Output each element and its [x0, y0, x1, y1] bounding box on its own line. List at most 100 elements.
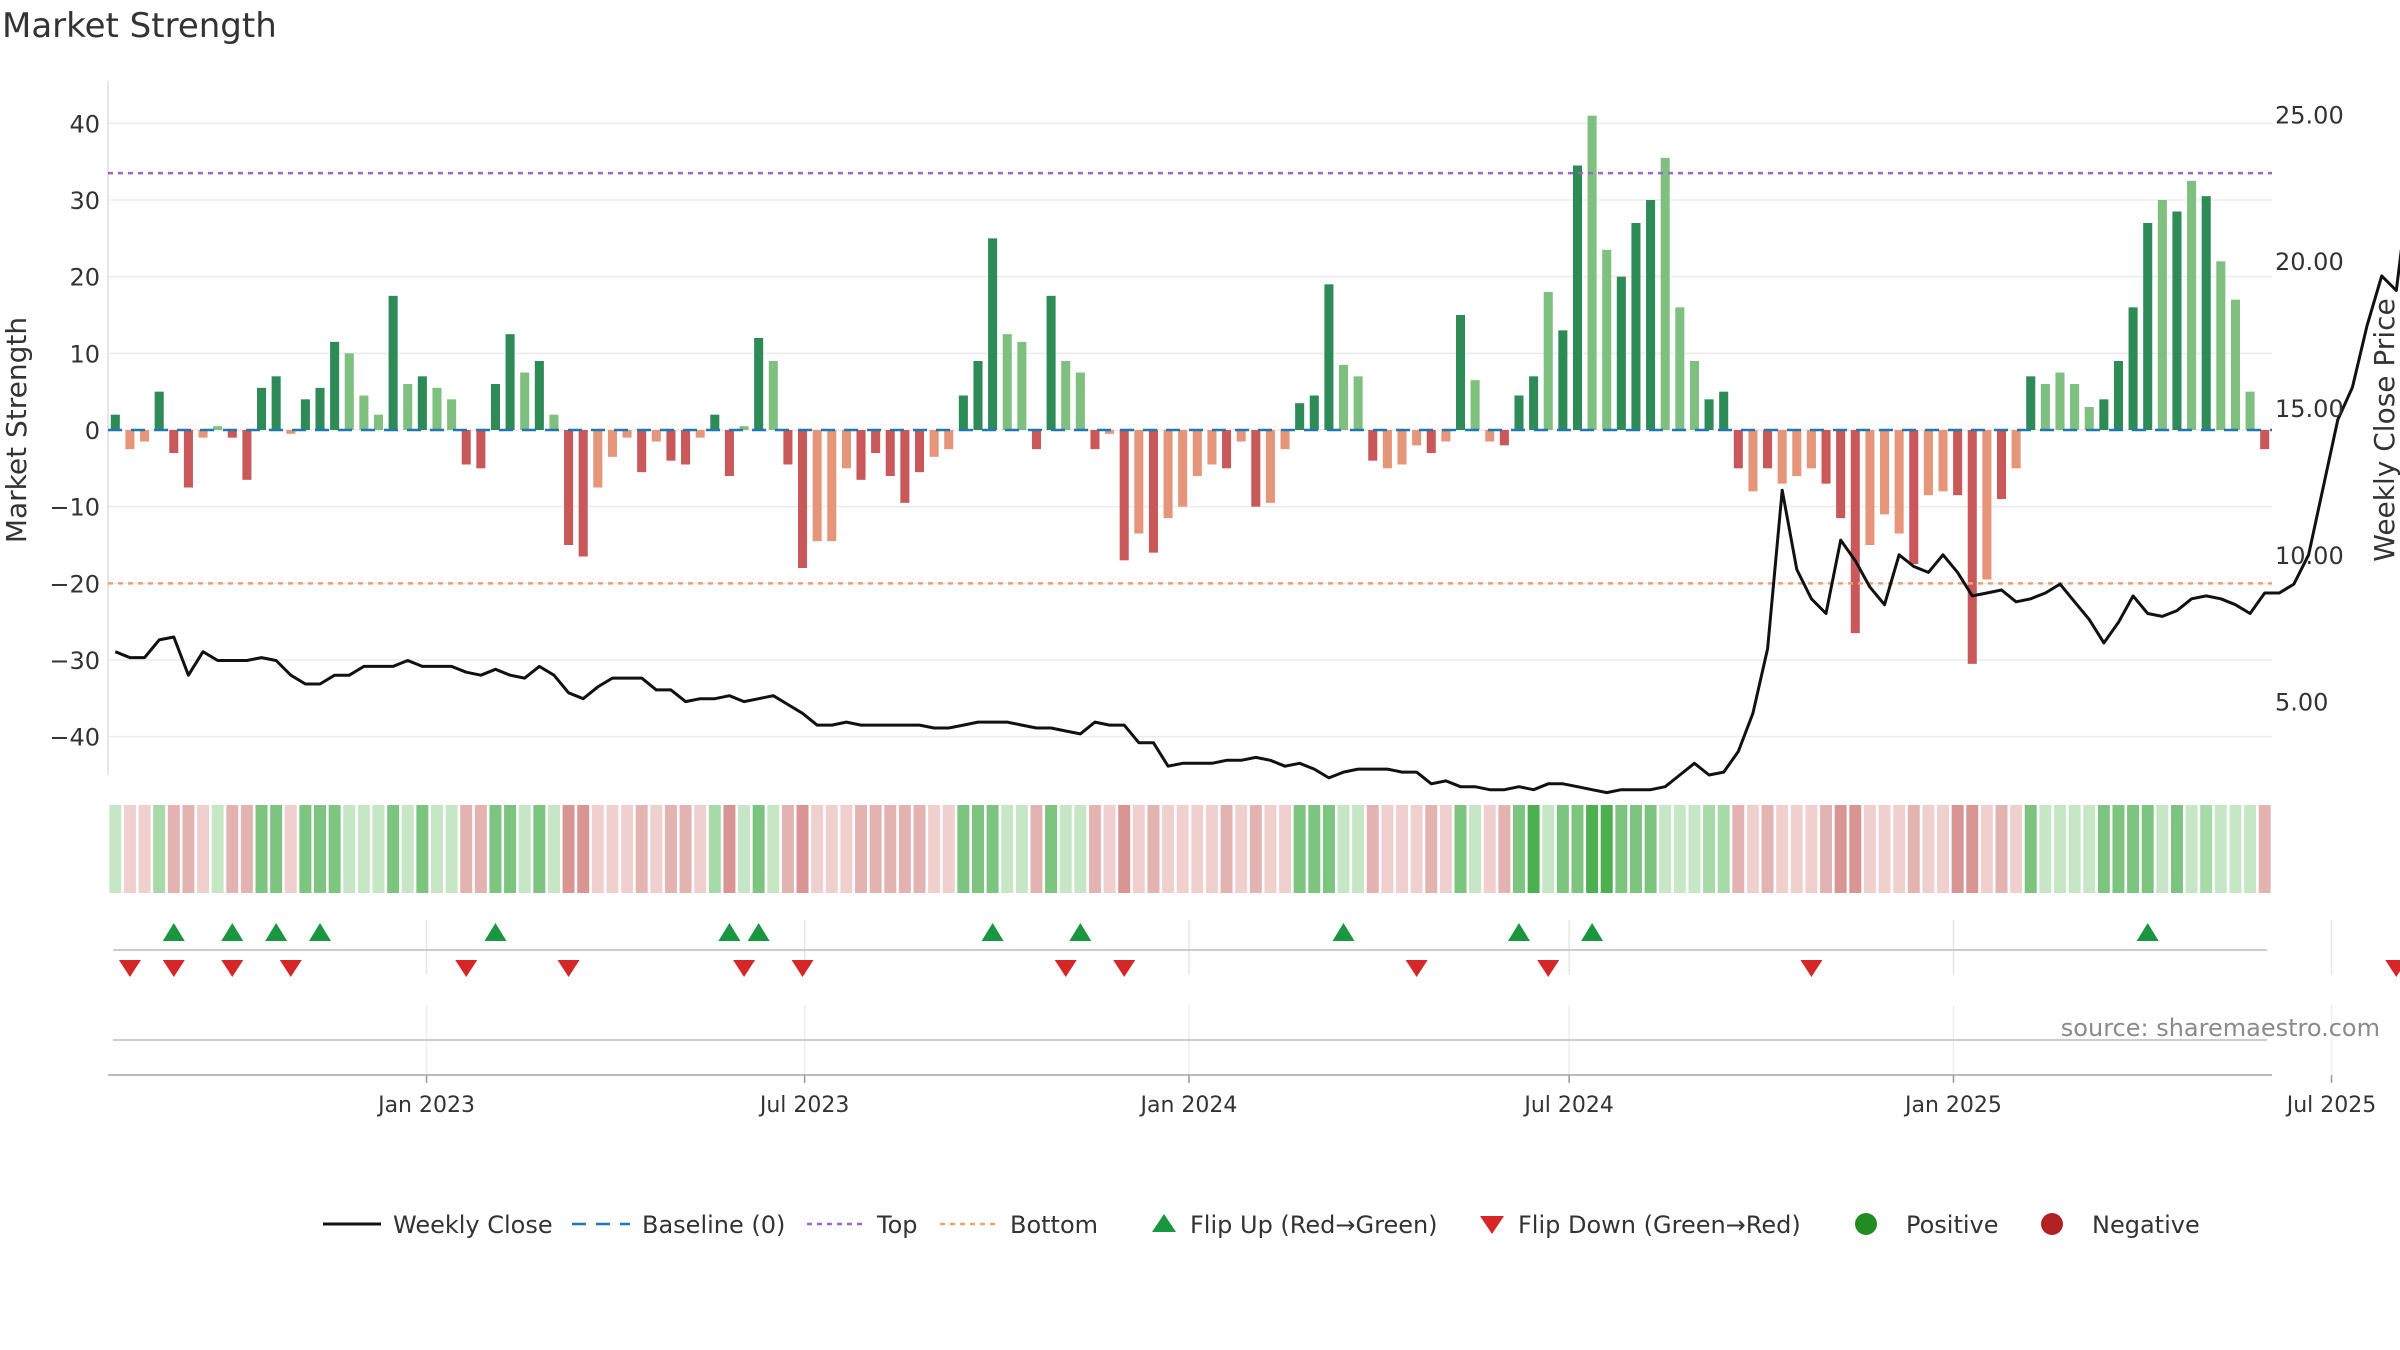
right-tick-label: 25.00: [2275, 101, 2344, 129]
regime-cell: [1849, 805, 1862, 893]
regime-cell: [2024, 805, 2037, 893]
legend-swatch-dot: [2041, 1213, 2063, 1235]
regime-cell: [2244, 805, 2257, 893]
strength-bar: [1163, 430, 1173, 519]
regime-cell: [1937, 805, 1950, 893]
strength-bar: [841, 430, 851, 469]
strength-bar: [315, 387, 325, 430]
legend-label: Flip Down (Green→Red): [1518, 1211, 1801, 1239]
strength-bar: [1178, 430, 1188, 507]
strength-bar: [198, 430, 208, 438]
flip-down-marker: [1113, 960, 1136, 977]
left-tick-label: 40: [69, 110, 100, 138]
strength-bar: [710, 414, 720, 430]
left-tick-label: −20: [49, 570, 100, 598]
flip-up-marker: [265, 923, 288, 941]
regime-cell: [1425, 805, 1438, 893]
strength-bar: [520, 372, 530, 430]
strength-bar: [1134, 430, 1144, 534]
regime-cell: [2010, 805, 2023, 893]
flip-up-marker: [1069, 923, 1092, 941]
strength-bar: [739, 426, 749, 430]
strength-bar: [344, 353, 354, 430]
strength-bar: [1499, 430, 1509, 446]
flip-down-marker: [1405, 960, 1428, 977]
right-axis: 25.00 20.00 15.00 10.00 5.00 Weekly Close Pri…: [2275, 101, 2400, 716]
strength-bar: [1455, 315, 1466, 430]
chart-title: Market Strength: [2, 6, 277, 46]
regime-cell: [2200, 805, 2213, 893]
regime-cell: [1629, 805, 1642, 893]
regime-cell: [1659, 805, 1672, 893]
regime-cell: [1337, 805, 1350, 893]
regime-cell: [1264, 805, 1277, 893]
strength-bar: [1646, 200, 1656, 430]
regime-cell: [1074, 805, 1087, 893]
flip-down-marker: [162, 960, 185, 977]
regime-cell: [1995, 805, 2008, 893]
regime-cell: [591, 805, 604, 893]
strength-bar: [490, 384, 501, 430]
regime-strip: [109, 805, 2271, 893]
strength-bar: [1704, 399, 1714, 430]
right-tick-label: 20.00: [2275, 248, 2344, 276]
strength-bar: [2011, 430, 2021, 469]
legend-label: Bottom: [1010, 1211, 1098, 1239]
regime-cell: [1761, 805, 1774, 893]
strength-bar: [1426, 430, 1436, 453]
regime-cell: [1059, 805, 1072, 893]
strength-bar: [1338, 364, 1349, 430]
regime-cell: [314, 805, 327, 893]
strength-bar: [768, 361, 778, 430]
right-tick-label: 10.00: [2275, 542, 2344, 570]
strength-bar: [1836, 430, 1846, 519]
weekly-close-polyline: [114, 248, 2400, 795]
flip-up-marker: [484, 923, 507, 941]
regime-cell: [1907, 805, 1920, 893]
regime-cell: [2068, 805, 2081, 893]
regime-cell: [533, 805, 546, 893]
strength-bar: [2055, 372, 2065, 430]
strength-bar: [1105, 430, 1115, 434]
strength-bar: [1470, 380, 1480, 430]
strength-bar: [1675, 307, 1685, 430]
left-tick-label: 10: [69, 340, 100, 368]
strength-bar: [1075, 372, 1085, 430]
regime-cell: [796, 805, 809, 893]
right-axis-label: Weekly Close Price: [2368, 298, 2400, 561]
regime-cell: [2170, 805, 2183, 893]
strength-bar: [505, 334, 515, 430]
weekly-close-line: [114, 248, 2400, 795]
strength-bar: [1002, 334, 1012, 430]
regime-cell: [1147, 805, 1160, 893]
strength-bar: [154, 391, 164, 430]
strength-bar: [783, 430, 793, 465]
strength-bar: [1923, 430, 1933, 496]
strength-bar: [622, 430, 632, 438]
regime-cell: [1176, 805, 1189, 893]
regime-cell: [1834, 805, 1847, 893]
x-tick-label: Jan 2025: [1903, 1093, 2002, 1118]
regime-cell: [1863, 805, 1876, 893]
legend-label: Weekly Close: [393, 1211, 553, 1239]
regime-cell: [1673, 805, 1686, 893]
left-tick-label: 20: [69, 264, 100, 292]
strength-bar: [1368, 430, 1378, 461]
regime-cell: [577, 805, 590, 893]
strength-bar: [812, 430, 822, 542]
strength-bar: [476, 430, 486, 469]
strength-bar: [256, 387, 267, 430]
legend-swatch-triangle-up: [1152, 1214, 1176, 1232]
strength-bar: [1412, 430, 1422, 446]
regime-cell: [621, 805, 634, 893]
strength-bar: [797, 430, 808, 568]
regime-cell: [2053, 805, 2066, 893]
regime-cell: [255, 805, 268, 893]
strength-bar: [1587, 115, 1597, 431]
strength-bars: [110, 115, 2270, 664]
regime-cell: [2185, 805, 2198, 893]
regime-cell: [1776, 805, 1789, 893]
regime-cell: [1571, 805, 1584, 893]
regime-cell: [299, 805, 312, 893]
regime-cell: [1103, 805, 1116, 893]
